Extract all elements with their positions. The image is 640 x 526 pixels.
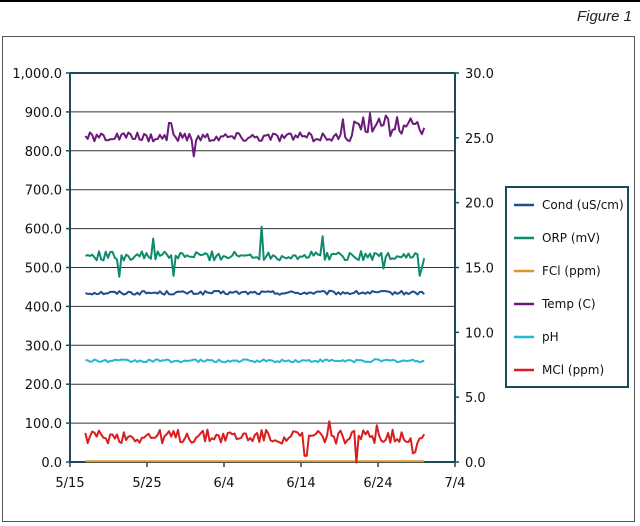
series-line-cond <box>85 289 425 296</box>
legend-label: ORP (mV) <box>542 231 600 245</box>
y-left-tick-label: 700.0 <box>25 184 62 199</box>
y-left-tick-label: 800.0 <box>25 145 62 160</box>
y-left-tick-label: 500.0 <box>25 262 62 277</box>
x-tick-label: 5/15 <box>55 476 84 491</box>
chart-frame <box>2 36 635 522</box>
y-left-tick-label: 900.0 <box>25 106 62 121</box>
y-left-tick-label: 1,000.0 <box>12 67 62 82</box>
y-left-tick-label: 0.0 <box>41 456 62 471</box>
y-right-tick-label: 30.0 <box>465 67 494 82</box>
series-line-mcl <box>84 420 426 464</box>
series-line-ph <box>85 358 425 364</box>
y-right-tick-label: 15.0 <box>465 262 494 277</box>
series-line-orp <box>85 225 426 278</box>
x-tick-label: 6/4 <box>214 476 235 491</box>
y-right-tick-label: 10.0 <box>465 326 494 341</box>
series-line-temp <box>84 112 426 158</box>
legend-label: pH <box>542 330 559 344</box>
legend-label: MCl (ppm) <box>542 363 604 377</box>
x-tick-label: 7/4 <box>445 476 466 491</box>
x-tick-label: 6/24 <box>363 476 392 491</box>
legend-label: Temp (C) <box>541 297 596 311</box>
y-left-tick-label: 400.0 <box>25 300 62 315</box>
y-left-tick-label: 300.0 <box>25 339 62 354</box>
y-left-tick-label: 100.0 <box>25 417 62 432</box>
y-right-tick-label: 0.0 <box>465 456 486 471</box>
top-rule <box>0 0 640 2</box>
y-right-tick-label: 20.0 <box>465 197 494 212</box>
figure-label: Figure 1 <box>576 8 632 25</box>
y-left-tick-label: 200.0 <box>25 378 62 393</box>
legend-label: FCl (ppm) <box>542 264 601 278</box>
y-right-tick-label: 25.0 <box>465 132 494 147</box>
x-tick-label: 6/14 <box>286 476 315 491</box>
y-left-tick-label: 600.0 <box>25 223 62 238</box>
y-right-tick-label: 5.0 <box>465 391 486 406</box>
legend-label: Cond (uS/cm) <box>542 198 624 212</box>
x-tick-label: 5/25 <box>132 476 161 491</box>
legend-box <box>505 186 629 388</box>
